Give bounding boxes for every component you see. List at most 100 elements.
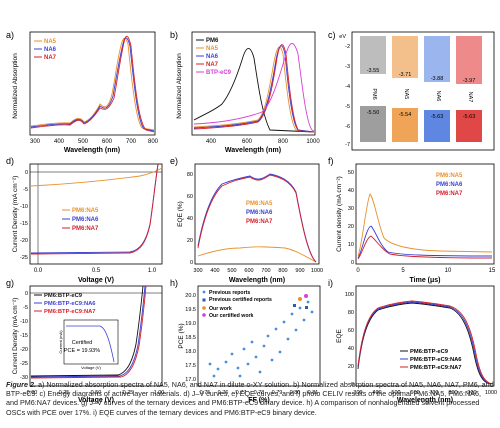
tick-label: 0: [25, 291, 28, 297]
tick-label: 0.78: [254, 390, 265, 396]
tick-label: 0.77: [236, 390, 247, 396]
tick-label: -30: [20, 375, 28, 381]
curve-ternary-na7: [357, 300, 493, 385]
inset-ylabel: Current (mA): [58, 330, 63, 354]
legend-na6: NA6: [44, 47, 57, 53]
curve-na5: [197, 246, 317, 263]
tick-label: 40: [348, 346, 354, 352]
tick-label: 700: [429, 390, 438, 396]
legend-pm6-na5: PM6:NA5: [436, 173, 463, 179]
tick-label: 800: [148, 139, 159, 145]
curve-na5: [30, 167, 163, 187]
panel-a: a) Normalized Absorption Wavelength (nm)…: [6, 30, 159, 154]
tick-label: 17.5: [185, 363, 196, 369]
tick-label: 600: [410, 390, 419, 396]
lumo-na5: -3.71: [399, 72, 412, 78]
legend-previous-reports: Previous reports: [209, 290, 250, 296]
tick-label: 20: [187, 238, 193, 244]
homo-pm6: -5.50: [367, 110, 380, 116]
panel-e-ylabel: EQE (%): [177, 201, 184, 227]
tick-label: 0: [356, 268, 360, 274]
tick-label: -25: [20, 255, 28, 261]
tick-label: 19.5: [185, 307, 196, 313]
tick-label: 700: [126, 139, 137, 145]
data-point: [305, 306, 308, 309]
tick-label: 600: [102, 139, 113, 145]
panel-h-axes: [197, 285, 321, 387]
data-point: [290, 312, 294, 316]
legend-na5: NA5: [206, 46, 219, 52]
curve-na7: [357, 235, 493, 260]
tick-label: -2: [345, 44, 350, 50]
curve-na6: [197, 173, 317, 263]
legend-ternary-na7: PM6:BTP-eC9:NA7: [44, 309, 96, 315]
tick-label: -7: [345, 142, 350, 148]
tick-label: 5: [401, 268, 405, 274]
panel-f-ylabel: Current density (mA cm⁻²): [336, 176, 343, 252]
panel-b-axes: [191, 31, 316, 136]
panel-b-ylabel: Normalized Absorption: [176, 53, 183, 119]
tick-label: 18.5: [185, 335, 196, 341]
curve-binary: [30, 285, 144, 377]
panel-i-letter: i): [328, 278, 333, 288]
panel-a-letter: a): [6, 30, 14, 40]
panel-h: h) PCE (%) FF (%) 0.75 0.76 0.77 0.78 0.…: [170, 278, 321, 404]
tick-label: 0.00: [27, 390, 38, 396]
curve-na6: [357, 225, 493, 259]
tick-label: -25: [20, 361, 28, 367]
tick-label: 20.0: [185, 293, 196, 299]
panel-i: i) EQE Wavelength (nm) 300 400 500 600 7…: [328, 278, 497, 404]
tick-label: 1000: [485, 390, 497, 396]
tick-label: 900: [467, 390, 476, 396]
tick-label: 1000: [311, 268, 323, 274]
level-na6-upper: [424, 36, 450, 82]
curve-na7: [197, 174, 317, 263]
lumo-pm6: -3.55: [367, 68, 380, 74]
data-point: [258, 370, 262, 374]
legend-marker: [202, 298, 206, 302]
level-na5-upper: [392, 36, 418, 78]
tick-label: 100: [345, 292, 354, 298]
homo-na7: -5.63: [463, 114, 476, 120]
tick-label: -20: [20, 347, 28, 353]
tick-label: 50: [348, 170, 354, 176]
curve-ternary-na6: [357, 301, 492, 385]
data-point: [270, 358, 274, 362]
legend-marker: [202, 313, 206, 317]
legend-btp-ec9: BTP-eC9: [206, 70, 232, 76]
inset-pce: PCE = 19.93%: [64, 348, 100, 354]
data-point: [238, 374, 242, 378]
panel-d-axes: [29, 163, 163, 265]
legend-pm6-na6: PM6:NA6: [246, 210, 273, 216]
tick-label: 0.81: [308, 390, 319, 396]
yunit: eV: [339, 34, 346, 40]
legend-pm6-na7: PM6:NA7: [246, 219, 273, 225]
level-na7-lower: [456, 110, 482, 142]
legend-ternary-na7: PM6:BTP-eC9:NA7: [410, 365, 462, 371]
data-point: [242, 347, 246, 351]
legend-pm6: PM6: [206, 38, 219, 44]
tick-label: 600: [242, 139, 253, 145]
panel-a-axes: [29, 31, 156, 136]
curve-na5: [193, 46, 315, 133]
tick-label: 20: [348, 364, 354, 370]
tick-label: 800: [278, 268, 287, 274]
legend-na6: NA6: [206, 54, 219, 60]
tick-label: 400: [206, 139, 217, 145]
legend-previous-certified: Previous certified reports: [209, 297, 272, 303]
tick-label: 0.76: [218, 390, 229, 396]
certified-inset: Certified PCE = 19.93% Voltage (V) Curre…: [58, 319, 119, 370]
panel-c: c) eV -2 -3 -4 -5 -6 -7 -3.55 -3.71 -3.8…: [328, 30, 495, 151]
tick-label: 30: [348, 206, 354, 212]
tick-label: -20: [20, 238, 28, 244]
tick-label: 0.75: [200, 390, 211, 396]
panel-g: g) Current Density (mA cm⁻²) Voltage (V)…: [6, 278, 164, 404]
panel-b-xlabel: Wavelength (nm): [225, 147, 281, 154]
data-point: [298, 306, 302, 310]
figure-caption: Figure 2. a) Normalized absorption spect…: [6, 380, 494, 417]
panel-d: d) Current Density (mA cm⁻²) Voltage (V)…: [6, 156, 163, 284]
tick-label: -6: [345, 124, 350, 130]
tick-label: 0.0: [34, 268, 43, 274]
panel-g-letter: g): [6, 278, 14, 288]
panel-f-letter: f): [328, 156, 334, 166]
